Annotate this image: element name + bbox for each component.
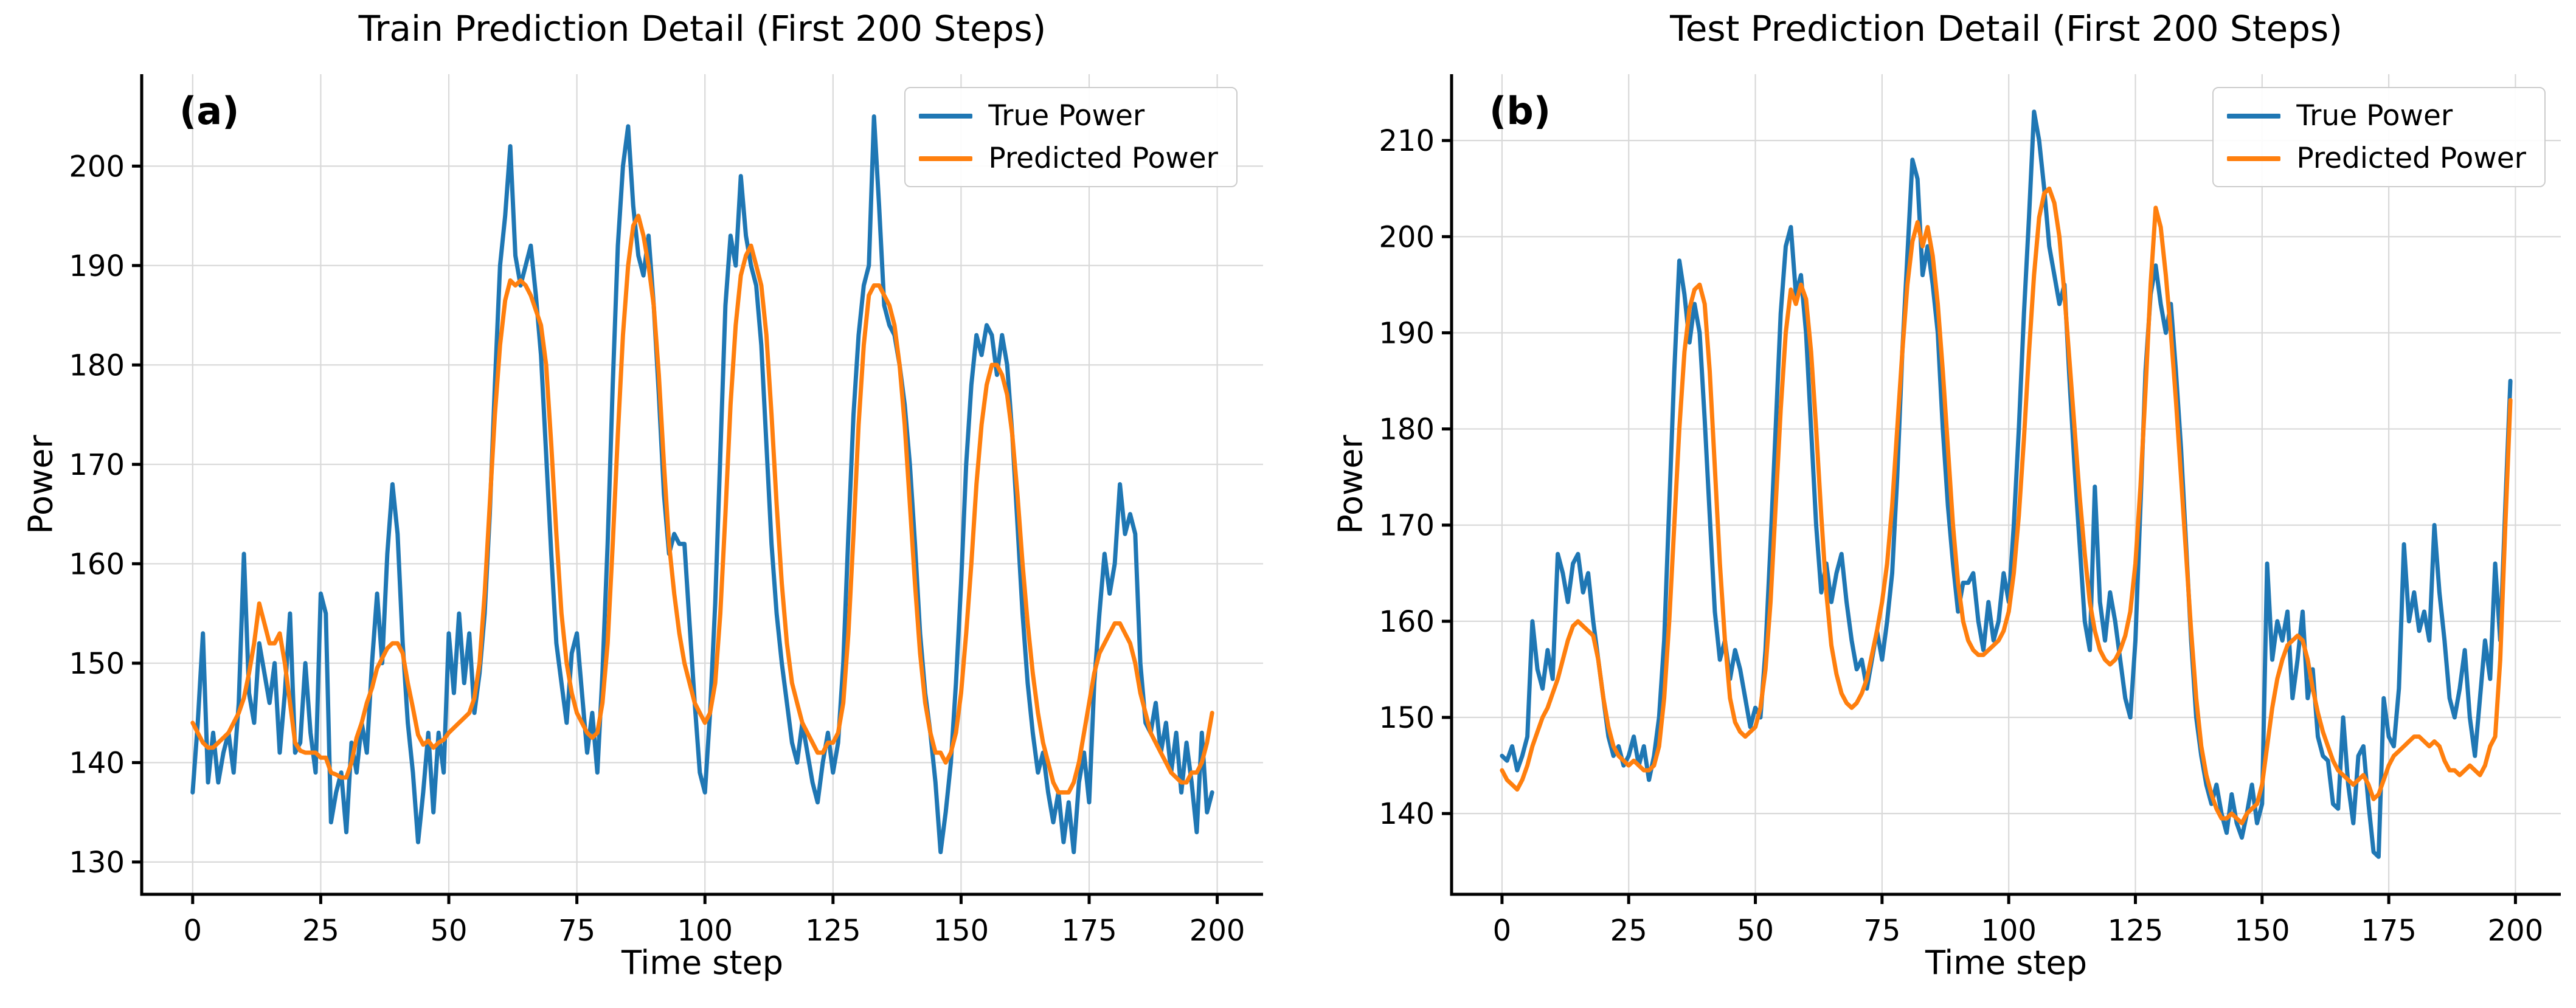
panel-label-b: (b) — [1489, 89, 1551, 133]
legend-item-predicted-power: Predicted Power — [919, 141, 1218, 175]
axis-ticks: 0 25 50 75 100 125 150 175 200 140 150 160 170 180 190… — [1379, 124, 2543, 948]
x-tick-label: 200 — [2488, 914, 2544, 948]
x-axis-label-train: Time step — [621, 944, 784, 982]
y-tick-label: 150 — [69, 647, 125, 681]
x-tick-label: 25 — [302, 914, 339, 948]
predicted-power-line-swatch — [2227, 156, 2281, 161]
y-tick-label: 130 — [69, 846, 125, 880]
x-tick-label: 100 — [1981, 914, 2037, 948]
legend-label-true-power: True Power — [988, 99, 1145, 133]
true-power-line-swatch — [2227, 113, 2281, 119]
test-plot-canvas: 0 25 50 75 100 125 150 175 200 140 150 160 170 180 190… — [1379, 74, 2561, 948]
x-tick-label: 0 — [184, 914, 203, 948]
x-tick-label: 150 — [2234, 914, 2290, 948]
chart-title-train: Train Prediction Detail (First 200 Steps… — [358, 8, 1047, 49]
y-axis-label-train: Power — [21, 434, 60, 534]
x-tick-label: 75 — [558, 914, 595, 948]
y-tick-label: 160 — [69, 547, 125, 581]
y-tick-label: 140 — [1379, 797, 1435, 831]
y-tick-label: 200 — [1379, 220, 1435, 254]
x-tick-label: 50 — [1737, 914, 1774, 948]
legend-test: True Power Predicted Power — [2212, 87, 2546, 188]
legend-item-predicted-power: Predicted Power — [2227, 141, 2526, 175]
axis-ticks: 0 25 50 75 100 125 150 175 200 130 140 150 160 170 180… — [69, 150, 1245, 948]
y-tick-label: 180 — [1379, 413, 1435, 447]
y-tick-label: 160 — [1379, 605, 1435, 639]
true-power-line-swatch — [919, 113, 973, 119]
x-tick-label: 125 — [805, 914, 861, 948]
x-tick-label: 125 — [2108, 914, 2164, 948]
grid — [142, 74, 1263, 894]
x-tick-label: 25 — [1610, 914, 1647, 948]
legend-label-true-power: True Power — [2296, 99, 2453, 133]
predicted-power-line-swatch — [919, 156, 973, 161]
y-tick-label: 170 — [1379, 509, 1435, 543]
x-tick-label: 175 — [2361, 914, 2417, 948]
true-power-line — [1500, 109, 2513, 859]
true-power-line — [190, 114, 1214, 854]
y-tick-label: 210 — [1379, 124, 1435, 158]
x-tick-label: 175 — [1061, 914, 1117, 948]
legend-label-predicted-power: Predicted Power — [988, 141, 1218, 175]
grid — [1452, 74, 2561, 894]
y-tick-label: 190 — [1379, 316, 1435, 350]
x-tick-label: 50 — [430, 914, 467, 948]
x-tick-label: 100 — [677, 914, 733, 948]
y-tick-label: 140 — [69, 746, 125, 780]
x-tick-label: 200 — [1189, 914, 1245, 948]
x-axis-label-test: Time step — [1925, 944, 2088, 982]
legend-item-true-power: True Power — [919, 100, 1218, 132]
chart-title-test: Test Prediction Detail (First 200 Steps) — [1670, 8, 2342, 49]
x-tick-label: 150 — [933, 914, 989, 948]
y-tick-label: 150 — [1379, 701, 1435, 735]
legend-train: True Power Predicted Power — [904, 87, 1238, 188]
train-prediction-chart: 0 25 50 75 100 125 150 175 200 130 140 150 160 170 180… — [21, 8, 1263, 982]
predicted-power-line — [1500, 186, 2513, 826]
panel-label-a: (a) — [179, 89, 240, 133]
predicted-power-line — [190, 213, 1214, 795]
test-prediction-chart: 0 25 50 75 100 125 150 175 200 140 150 160 170 180 190… — [1288, 0, 2576, 1008]
y-tick-label: 170 — [69, 448, 125, 482]
legend-item-true-power: True Power — [2227, 100, 2526, 132]
y-tick-label: 180 — [69, 348, 125, 382]
train-plot-canvas: 0 25 50 75 100 125 150 175 200 130 140 150 160 170 180… — [69, 74, 1263, 948]
legend-label-predicted-power: Predicted Power — [2296, 141, 2526, 175]
x-tick-label: 0 — [1493, 914, 1512, 948]
x-tick-label: 75 — [1863, 914, 1900, 948]
y-tick-label: 190 — [69, 249, 125, 283]
y-axis-label-test: Power — [1331, 434, 1370, 534]
y-tick-label: 200 — [69, 150, 125, 184]
